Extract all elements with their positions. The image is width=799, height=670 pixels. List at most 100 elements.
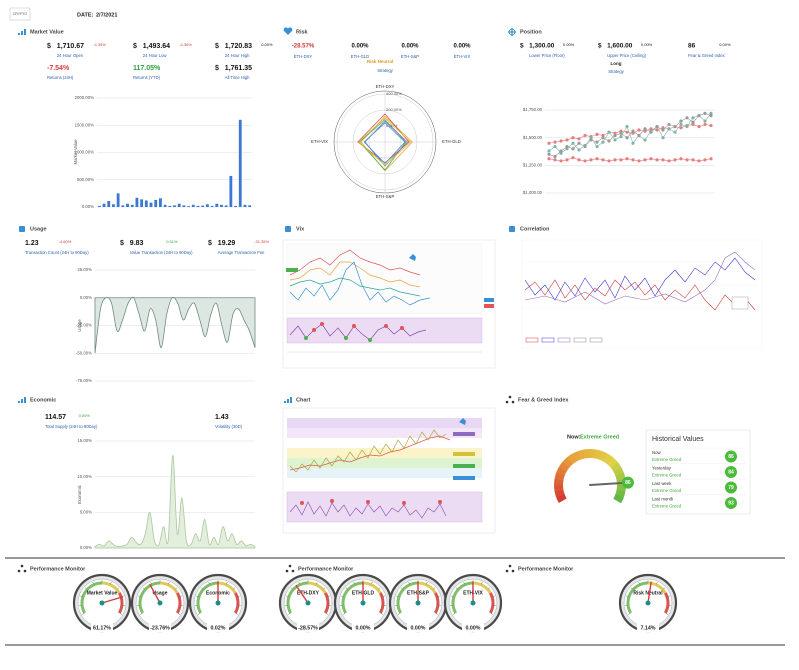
marker [631,141,635,145]
bar [107,201,111,207]
gauge-tick [663,587,666,590]
y-tick-label: 0.00% [82,204,94,209]
gauge-tick [433,587,436,590]
series-line [548,113,712,157]
gauge-hub [360,600,366,606]
gauge-band [362,581,382,594]
metric-value: 9.83 [130,240,144,247]
radar-tick-label: 0.00% [386,123,398,128]
gauge-tick [626,595,629,597]
gauge-tick [233,587,236,590]
metric-value: -7.54% [47,65,70,72]
gauge-tick [397,613,401,615]
gauge-label: Market Value [87,590,118,596]
gauge-hub [157,600,163,606]
gauge-hub [415,600,421,606]
gauge-value: -23.76% [150,625,170,631]
gauge-tick [382,595,385,597]
icon [19,226,25,232]
marker [577,141,581,145]
marker [565,147,569,151]
icon [21,399,23,403]
panel-title: Economic [30,397,56,403]
icon [505,569,509,573]
gauge-band [417,581,437,594]
marker [625,136,629,140]
gauge-tick [177,613,181,615]
gauge-tick [235,613,239,615]
history-badge [725,497,737,509]
marker [619,129,623,133]
currency: $ [520,43,524,50]
y-tick-label: 0.00% [80,545,92,550]
series-line [548,157,712,162]
history-badge [725,481,737,494]
marker [589,158,593,162]
radar-axis-label: ETH-GLD [442,139,461,144]
gauge-tick [341,595,344,597]
gauge-tick [492,595,495,597]
gauge-band [472,581,492,594]
marker [613,133,617,138]
marker [547,152,551,156]
gauge-band [488,592,495,614]
gauge-band [594,449,603,460]
gauge-band [101,581,121,594]
gauge-value: 0.00% [410,625,425,631]
gauge-tick [316,581,318,585]
vix-image [282,239,496,369]
metric-change: 0.00% [563,42,575,47]
y-tick-label: 2000.00% [75,95,95,100]
marker [577,137,581,141]
history-badge [725,466,737,478]
marker [685,116,689,120]
marker [577,148,581,152]
metric-change: 0.00% [641,42,653,47]
bar [243,204,247,207]
marker [559,149,563,153]
icon [285,569,289,573]
metric-value: 1,300.00 [529,43,555,50]
gauge-tick [119,613,123,615]
marker [661,136,665,140]
icon [291,569,295,573]
bar [116,193,120,207]
bar [205,204,209,207]
gauge-value: 0.00% [355,625,370,631]
currency: $ [120,240,124,247]
marker [655,125,659,129]
gauge-band [607,457,618,468]
radar-series [363,122,406,165]
gauge-tick [196,595,199,597]
bar [229,175,233,207]
marker [697,125,701,129]
currency: $ [215,43,219,50]
marker [703,158,707,162]
y-tick-label: 1000.00% [75,150,95,155]
marker [625,125,629,129]
marker [583,144,587,149]
gauge-tick [197,613,201,615]
marker [667,122,671,127]
metric-value: 0.00% [351,44,369,50]
bar [196,205,200,207]
icon [18,33,20,35]
panel-title: Usage [30,226,47,232]
metric-change: 0.51% [166,239,178,244]
gauge-tick [287,613,291,615]
y-tick-label: 5.00% [80,509,92,514]
gauge-band [626,581,649,614]
bar [191,204,195,207]
gauge-band [217,581,237,594]
gauge-value: 0.00% [465,625,480,631]
gauge-value: 7.14% [640,625,655,631]
gauge-band [159,581,179,594]
gauge-tick [451,595,454,597]
history-status: Extreme Greed [652,457,682,462]
gauge-label: Risk Neutral [633,590,663,596]
gauge-band [599,451,609,462]
gauge-tick [286,595,289,597]
gauge-tick [408,581,410,585]
gauge-band [615,472,626,481]
marker [691,122,695,127]
